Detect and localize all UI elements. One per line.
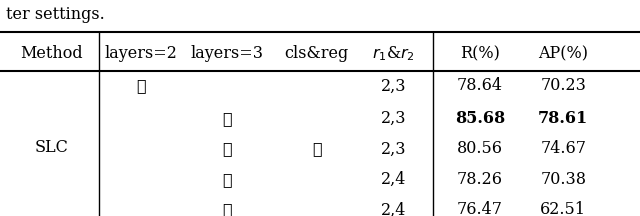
Text: 85.68: 85.68 [455, 110, 505, 127]
Text: 2,3: 2,3 [381, 110, 406, 127]
Text: 78.26: 78.26 [457, 171, 503, 188]
Text: ✓: ✓ [222, 140, 232, 157]
Text: ✓: ✓ [312, 140, 322, 157]
Text: cls&reg: cls&reg [285, 45, 349, 62]
Text: $r_1$&$r_2$: $r_1$&$r_2$ [372, 44, 415, 63]
Text: R(%): R(%) [460, 45, 500, 62]
Text: ✓: ✓ [222, 171, 232, 188]
Text: ter settings.: ter settings. [6, 6, 105, 24]
Text: 62.51: 62.51 [540, 202, 586, 216]
Text: 2,4: 2,4 [381, 202, 406, 216]
Text: 70.38: 70.38 [540, 171, 586, 188]
Text: Method: Method [20, 45, 83, 62]
Text: ✓: ✓ [222, 202, 232, 216]
Text: 2,3: 2,3 [381, 77, 406, 94]
Text: 2,4: 2,4 [381, 171, 406, 188]
Text: 78.64: 78.64 [457, 77, 503, 94]
Text: 76.47: 76.47 [457, 202, 503, 216]
Text: 2,3: 2,3 [381, 140, 406, 157]
Text: ✓: ✓ [136, 77, 146, 94]
Text: 80.56: 80.56 [457, 140, 503, 157]
Text: layers=3: layers=3 [191, 45, 264, 62]
Text: 74.67: 74.67 [540, 140, 586, 157]
Text: SLC: SLC [35, 139, 68, 156]
Text: 78.61: 78.61 [538, 110, 588, 127]
Text: ✓: ✓ [222, 110, 232, 127]
Text: 70.23: 70.23 [540, 77, 586, 94]
Text: AP(%): AP(%) [538, 45, 588, 62]
Text: layers=2: layers=2 [104, 45, 177, 62]
